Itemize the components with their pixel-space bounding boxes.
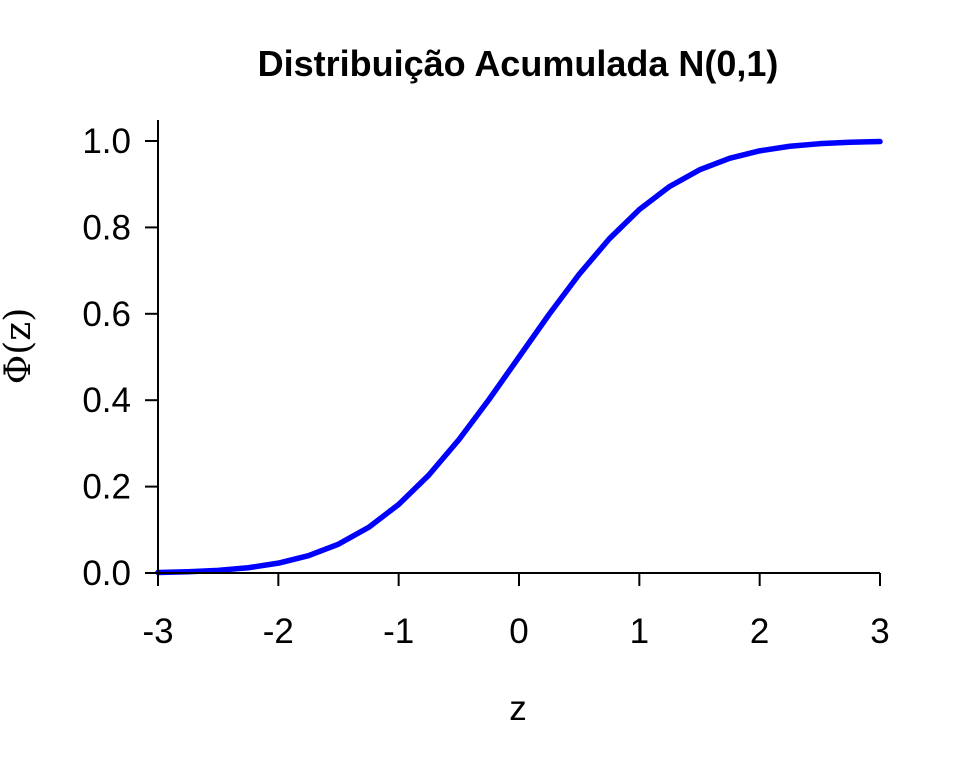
y-tick-label: 0.2: [82, 468, 131, 507]
y-axis-label: Φ(z): [0, 308, 39, 385]
x-tick-label: -2: [263, 612, 294, 651]
plot-area: [155, 138, 883, 576]
x-tick-label: 0: [509, 612, 528, 651]
x-tick-label: -3: [142, 612, 173, 651]
y-tick-label: 1.0: [82, 122, 131, 161]
x-tick-label: 2: [750, 612, 769, 651]
x-tick-label: -1: [383, 612, 414, 651]
y-tick-label: 0.0: [82, 554, 131, 593]
y-tick-label: 0.8: [82, 208, 131, 247]
x-axis-ticks: -3 -2 -1 0 1 2 3: [142, 573, 890, 651]
x-tick-label: 3: [870, 612, 889, 651]
chart-title: Distribuição Acumulada N(0,1): [258, 43, 779, 84]
series-line: [155, 138, 883, 576]
x-axis-label: z: [509, 689, 527, 728]
y-tick-label: 0.4: [82, 381, 131, 420]
x-tick-label: 1: [630, 612, 649, 651]
y-axis-ticks: 0.0 0.2 0.4 0.6 0.8 1.0: [82, 122, 158, 593]
y-tick-label: 0.6: [82, 295, 131, 334]
